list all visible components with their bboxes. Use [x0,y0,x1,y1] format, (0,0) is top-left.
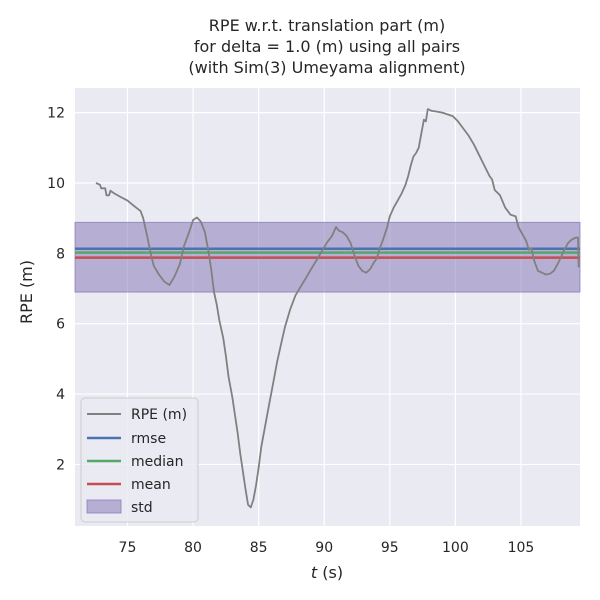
title-line-3: (with Sim(3) Umeyama alignment) [188,58,465,77]
y-axis-label: RPE (m) [17,260,36,324]
legend: RPE (m) rmse median mean std [80,397,199,523]
x-tick-label: 105 [508,540,535,556]
legend-label-median: median [131,454,183,470]
chart-title: RPE w.r.t. translation part (m) for delt… [188,16,465,77]
y-tick-label: 2 [56,457,65,473]
y-tick-label: 6 [56,317,65,333]
rpe-series-line [95,108,580,509]
y-tick-label: 8 [56,246,65,262]
x-tick-label: 100 [442,540,469,556]
title-line-2: for delta = 1.0 (m) using all pairs [194,37,460,56]
legend-label-mean: mean [131,477,171,493]
y-tick-label: 10 [47,176,65,192]
legend-box [80,397,199,523]
y-tick-label: 4 [56,387,65,403]
legend-swatch-std [86,499,122,514]
x-tick-label: 95 [381,540,399,556]
legend-label-std: std [131,500,153,516]
y-tick-labels: 2 4 6 8 10 12 [47,106,65,474]
legend-label-rmse: rmse [131,431,166,447]
title-line-1: RPE w.r.t. translation part (m) [209,16,445,35]
x-axis-label: t (s) [311,563,343,582]
y-tick-label: 12 [47,106,65,122]
x-tick-label: 75 [119,540,137,556]
x-tick-label: 80 [184,540,202,556]
legend-label-rpe: RPE (m) [131,407,187,423]
x-tick-labels: 75 80 85 90 95 100 105 [119,540,535,556]
x-tick-label: 90 [315,540,333,556]
x-tick-label: 85 [250,540,268,556]
